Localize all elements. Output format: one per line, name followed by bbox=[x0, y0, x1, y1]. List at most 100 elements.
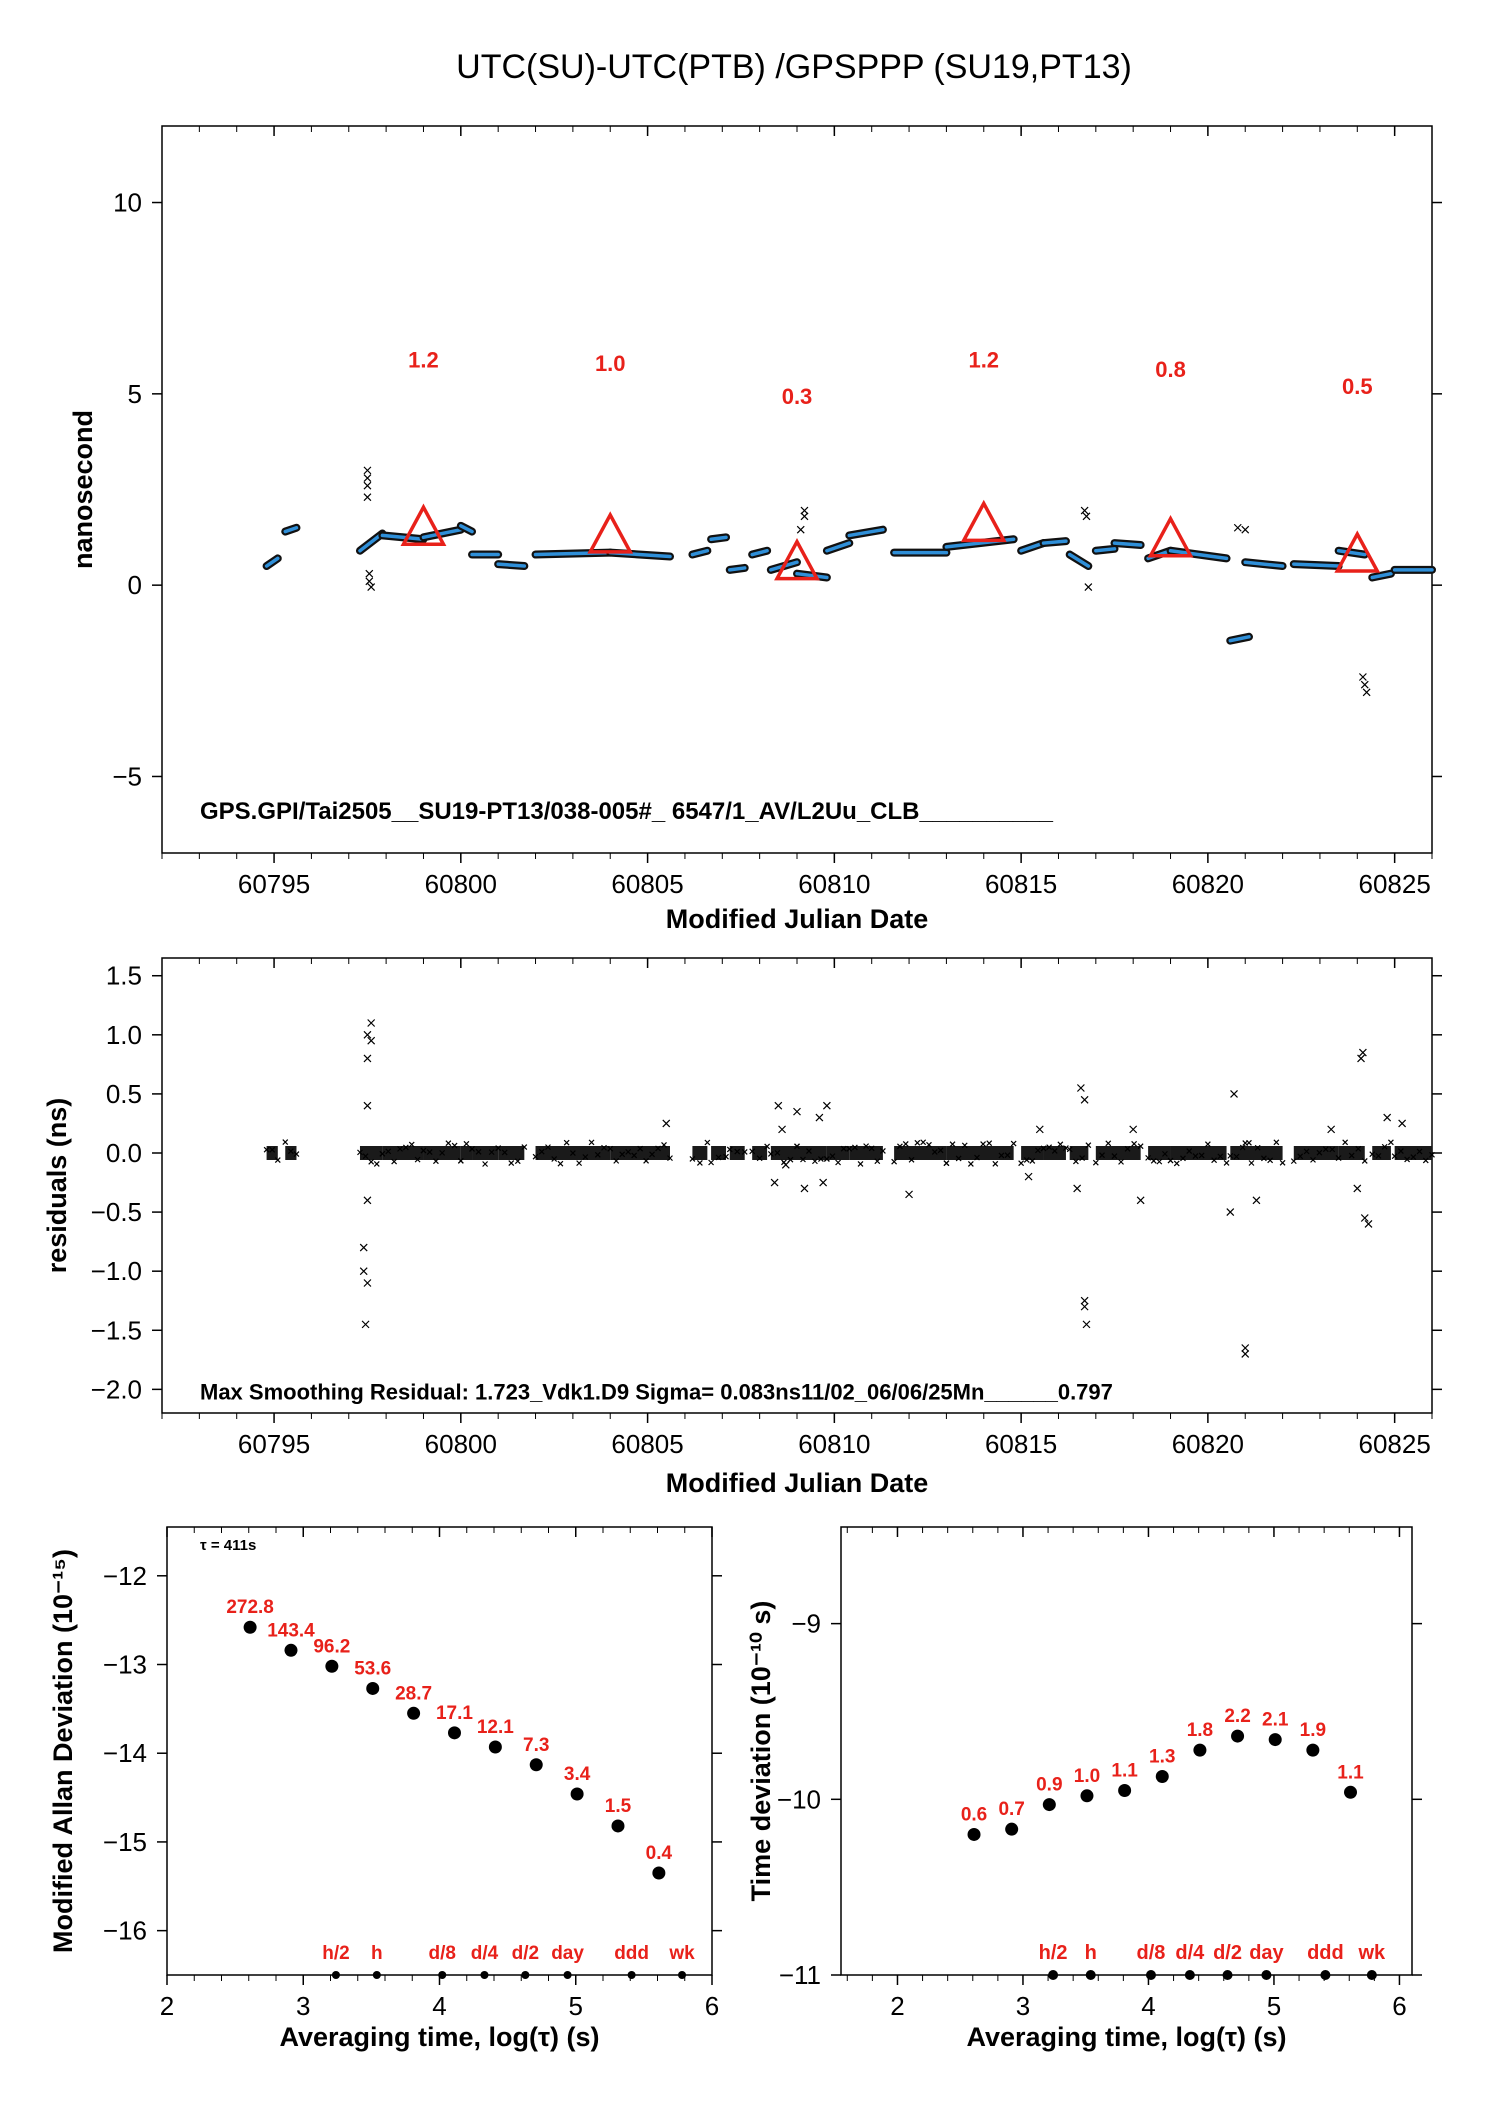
middle-residual-mark bbox=[715, 1154, 722, 1161]
top-triangle-marker bbox=[960, 499, 1007, 543]
middle-residual-band bbox=[285, 1146, 297, 1160]
middle-residual-mark bbox=[1348, 1152, 1355, 1159]
middle-outlier-mark bbox=[361, 1320, 370, 1329]
middle-residual-mark bbox=[414, 1156, 421, 1163]
top-ytick-label: 10 bbox=[113, 188, 142, 218]
top-series-segment-blue bbox=[709, 535, 728, 541]
top-marker-value-label: 1.2 bbox=[968, 347, 999, 372]
allan-time-mark-label: ddd bbox=[614, 1943, 649, 1964]
tdev-point-label: 1.8 bbox=[1187, 1720, 1213, 1741]
middle-outlier-mark bbox=[1080, 1302, 1089, 1311]
top-outlier-mark bbox=[365, 569, 374, 578]
middle-residual-mark bbox=[1092, 1159, 1099, 1166]
allan-point-label: 53.6 bbox=[354, 1658, 391, 1679]
middle-residual-mark bbox=[607, 1145, 614, 1152]
middle-residual-mark bbox=[1105, 1140, 1112, 1147]
tdev-time-mark-label: h/2 bbox=[1039, 1942, 1068, 1964]
allan-point-label: 12.1 bbox=[477, 1717, 514, 1738]
middle-residual-mark bbox=[879, 1148, 886, 1154]
top-series-segment-blue bbox=[825, 541, 852, 553]
middle-residual-mark bbox=[1342, 1139, 1349, 1146]
middle-outlier-mark bbox=[367, 1019, 376, 1027]
top-outlier-mark bbox=[1082, 512, 1091, 521]
tdev-point-label: 1.1 bbox=[1111, 1761, 1138, 1782]
middle-residual-mark bbox=[582, 1154, 589, 1160]
top-outlier-mark bbox=[796, 525, 805, 534]
tdev-xtick-label: 3 bbox=[1016, 1991, 1030, 2021]
allan-xtick-label: 4 bbox=[432, 1991, 446, 2021]
middle-residual-mark bbox=[749, 1148, 756, 1155]
middle-outlier-mark bbox=[770, 1178, 779, 1187]
middle-residual-mark bbox=[385, 1148, 392, 1155]
allan-y-axis-label: Modified Allan Deviation (10⁻¹⁵) bbox=[48, 1549, 78, 1953]
middle-residual-mark bbox=[368, 1158, 375, 1165]
allan-tau-label: τ = 411s bbox=[200, 1537, 256, 1554]
middle-residual-mark bbox=[823, 1155, 830, 1162]
allan-point-label: 3.4 bbox=[564, 1764, 591, 1785]
middle-residual-mark bbox=[521, 1144, 528, 1150]
top-marker-value-label: 0.5 bbox=[1342, 374, 1373, 399]
middle-outlier-mark bbox=[1129, 1125, 1138, 1134]
tdev-time-mark-label: wk bbox=[1357, 1942, 1386, 1964]
middle-residual-mark bbox=[863, 1143, 870, 1150]
top-outlier-mark bbox=[1358, 673, 1367, 681]
middle-residual-mark bbox=[767, 1151, 774, 1157]
middle-residual-mark bbox=[1010, 1140, 1017, 1147]
middle-xtick-label: 60815 bbox=[985, 1429, 1057, 1459]
middle-residual-band bbox=[770, 1146, 797, 1160]
tdev-xtick-label: 6 bbox=[1392, 1991, 1406, 2021]
top-series-segment-blue bbox=[1112, 541, 1143, 547]
tdev-point-label: 0.9 bbox=[1036, 1775, 1062, 1796]
middle-outlier-mark bbox=[363, 1279, 372, 1287]
tdev-x-axis-label: Averaging time, log(τ) (s) bbox=[966, 2022, 1286, 2052]
middle-residual-band bbox=[894, 1146, 947, 1160]
middle-residual-mark bbox=[1167, 1157, 1174, 1164]
allan-time-mark bbox=[438, 1971, 447, 1979]
middle-residual-mark bbox=[408, 1141, 415, 1148]
middle-outlier-mark bbox=[905, 1190, 913, 1199]
middle-outlier-mark bbox=[1082, 1320, 1091, 1329]
middle-residual-mark bbox=[920, 1139, 927, 1146]
middle-residual-mark bbox=[794, 1143, 800, 1150]
middle-residual-mark bbox=[1051, 1148, 1058, 1154]
middle-residual-band bbox=[1148, 1146, 1171, 1160]
middle-residual-mark bbox=[1239, 1144, 1246, 1151]
tdev-xtick-label: 5 bbox=[1267, 1991, 1281, 2021]
middle-residual-mark bbox=[601, 1144, 607, 1151]
top-triangle-marker bbox=[587, 511, 634, 554]
top-series-segment-blue bbox=[1336, 548, 1367, 557]
middle-residual-mark bbox=[1260, 1155, 1267, 1162]
middle-residual-band bbox=[1394, 1146, 1432, 1160]
allan-time-mark bbox=[678, 1971, 687, 1979]
top-series-segment-blue bbox=[690, 548, 710, 557]
tdev-point-label: 2.2 bbox=[1224, 1706, 1250, 1727]
middle-residual-mark bbox=[1066, 1146, 1073, 1153]
top-marker-value-label: 1.0 bbox=[595, 351, 626, 376]
middle-residual-mark bbox=[420, 1147, 427, 1154]
middle-residual-band bbox=[1372, 1146, 1391, 1160]
middle-residual-mark bbox=[846, 1145, 853, 1152]
allan-data-point bbox=[447, 1726, 461, 1740]
middle-residual-mark bbox=[835, 1159, 842, 1166]
top-outlier-mark bbox=[1084, 583, 1093, 591]
tdev-time-mark bbox=[1261, 1970, 1272, 1980]
middle-ytick-label: −1.5 bbox=[91, 1315, 142, 1345]
middle-residual-mark bbox=[741, 1149, 748, 1155]
middle-residual-mark bbox=[397, 1145, 403, 1152]
middle-residual-mark bbox=[986, 1140, 993, 1147]
middle-residual-mark bbox=[1273, 1139, 1280, 1146]
middle-residual-mark bbox=[545, 1144, 551, 1151]
middle-residual-mark bbox=[373, 1161, 380, 1167]
middle-residual-mark bbox=[1397, 1148, 1404, 1155]
allan-time-mark bbox=[331, 1971, 340, 1979]
middle-residual-mark bbox=[1310, 1156, 1316, 1163]
figure-title: UTC(SU)-UTC(PTB) /GPSPPP (SU19,PT13) bbox=[456, 48, 1132, 86]
middle-residual-mark bbox=[1355, 1145, 1362, 1152]
middle-outlier-mark bbox=[363, 1196, 372, 1205]
middle-residual-mark bbox=[391, 1158, 398, 1165]
middle-residual-mark bbox=[949, 1141, 956, 1148]
tdev-point-label: 0.6 bbox=[961, 1804, 987, 1825]
middle-residual-mark bbox=[1192, 1153, 1199, 1159]
middle-residual-mark bbox=[293, 1151, 300, 1157]
middle-xtick-label: 60800 bbox=[425, 1429, 497, 1459]
